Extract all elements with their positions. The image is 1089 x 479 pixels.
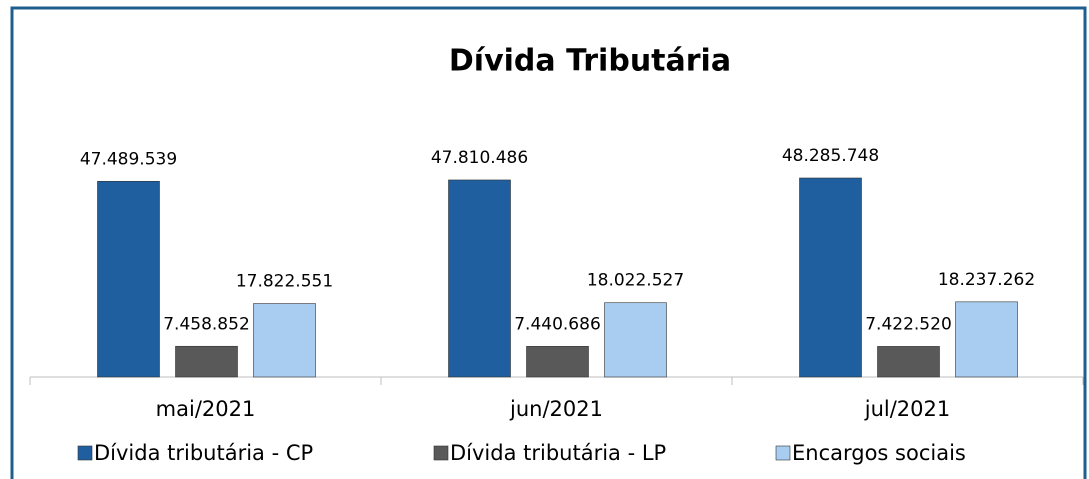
value-label: 7.458.852: [163, 314, 250, 334]
bar: [97, 180, 160, 378]
x-tick-label: jun/2021: [509, 397, 603, 421]
value-label: 47.810.486: [431, 148, 528, 168]
value-label: 7.440.686: [514, 314, 601, 334]
chart-frame: [10, 6, 1087, 479]
bar: [175, 345, 238, 378]
bar: [526, 346, 589, 378]
value-label: 7.422.520: [865, 314, 952, 334]
legend-swatch: [433, 445, 449, 461]
legend-label: Encargos sociais: [792, 441, 966, 465]
bar: [799, 177, 862, 378]
chart-title: Dívida Tributária: [449, 44, 731, 79]
bar: [448, 179, 511, 378]
legend-swatch: [775, 445, 791, 461]
value-label: 18.237.262: [938, 270, 1035, 290]
x-tick-label: mai/2021: [156, 397, 256, 421]
bar: [253, 303, 316, 378]
value-label: 48.285.748: [782, 146, 879, 166]
value-label: 17.822.551: [236, 272, 333, 292]
legend-swatch: [77, 445, 93, 461]
bar: [955, 301, 1018, 378]
bar: [877, 346, 940, 378]
legend-label: Dívida tributária - LP: [450, 441, 666, 465]
value-label: 47.489.539: [80, 149, 177, 169]
bar: [604, 302, 667, 378]
legend-label: Dívida tributária - CP: [94, 441, 313, 465]
x-tick-label: jul/2021: [864, 397, 951, 421]
value-label: 18.022.527: [587, 271, 684, 291]
